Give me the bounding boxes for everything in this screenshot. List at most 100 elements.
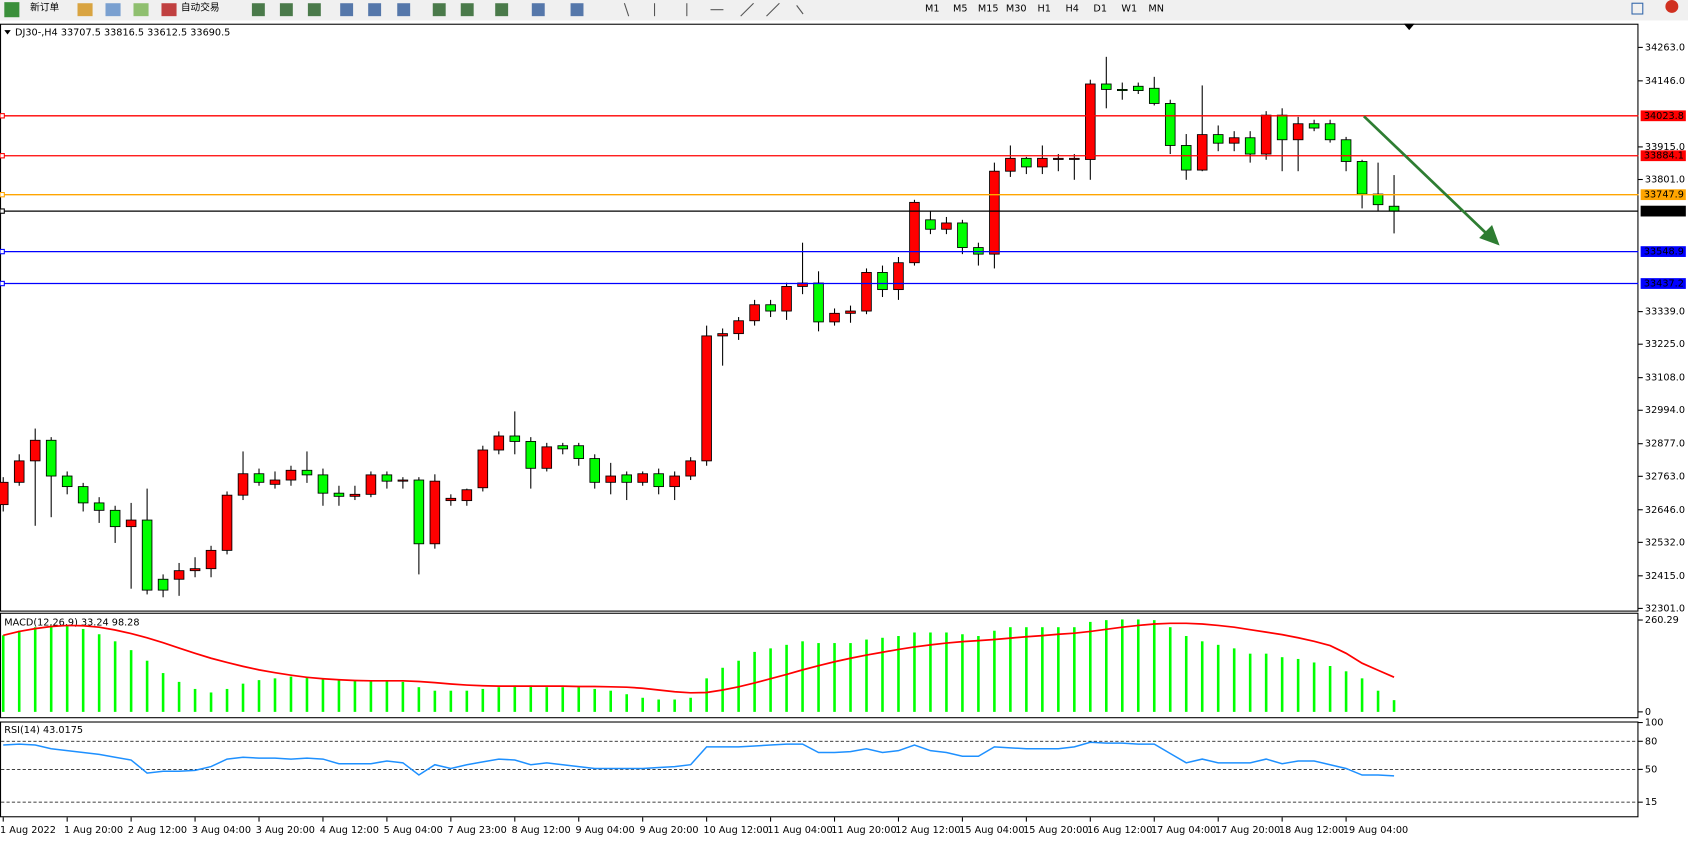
macd-bar (1073, 627, 1076, 712)
macd-bar (193, 688, 197, 712)
rsi-title: RSI(14) (4, 725, 40, 736)
candle-body (445, 497, 457, 502)
candle-body (1292, 123, 1304, 141)
candle-body (749, 304, 760, 322)
candle-body (253, 473, 265, 483)
candle-body (317, 474, 329, 494)
macd-bar (177, 681, 181, 712)
candle-body (333, 492, 345, 497)
toolbar-icon[interactable] (460, 3, 474, 17)
price-line-handle (0, 191, 5, 198)
high: 33816.5 (104, 27, 144, 38)
toolbar-icon[interactable] (307, 3, 321, 17)
candle-body (1053, 157, 1064, 160)
toolbar-icon[interactable] (251, 3, 265, 17)
macd-bar (433, 690, 437, 712)
notification[interactable] (1665, 0, 1679, 13)
auto-trading-icon[interactable] (161, 3, 177, 17)
candle-body (285, 469, 297, 481)
candle-body (781, 286, 792, 312)
channel-tool[interactable] (766, 2, 780, 17)
timeframe-button[interactable]: M5 (953, 4, 968, 15)
toolbar-icon[interactable] (432, 3, 446, 17)
toolbar-icon[interactable] (105, 3, 121, 17)
macd-bar (209, 692, 213, 712)
y-tick-label: 33915.0 (1645, 142, 1685, 153)
y-tick-label: 34146.0 (1645, 76, 1685, 87)
candle-body (1228, 137, 1240, 144)
macd-bar (1360, 678, 1364, 712)
x-tick-label: 3 Aug 04:00 (192, 825, 251, 836)
macd-bar (369, 680, 373, 712)
macd-bar (657, 699, 660, 712)
tile[interactable] (397, 3, 411, 17)
candle-body (1372, 193, 1384, 206)
candle-body (1324, 123, 1336, 141)
candle-body (349, 493, 361, 497)
new-order-button[interactable]: 新订单 (30, 1, 59, 14)
rsi-label: RSI(14) 43.0175 (4, 725, 83, 736)
candle-body (1212, 134, 1224, 144)
templates[interactable] (570, 3, 584, 17)
timeframe-button[interactable]: H1 (1038, 4, 1051, 15)
y-tick-label: 33339.0 (1645, 307, 1685, 318)
new-order-icon[interactable] (4, 2, 20, 18)
symbol-menu[interactable] (4, 30, 11, 35)
macd-bar (817, 643, 820, 712)
macd-bar (1200, 641, 1204, 712)
zoom-out[interactable] (368, 3, 382, 17)
macd-bar (945, 632, 948, 712)
macd-bar (913, 632, 916, 712)
macd-bar (417, 687, 421, 712)
periods[interactable] (531, 3, 545, 17)
shift-marker[interactable] (1403, 23, 1415, 31)
candle-body (557, 445, 569, 450)
price-line-handle (0, 113, 5, 119)
timeframe-button[interactable]: H4 (1065, 4, 1078, 15)
macd-bar (465, 690, 469, 712)
macd-bar (1312, 662, 1316, 712)
indicators[interactable] (495, 3, 509, 17)
candle-body (141, 519, 153, 591)
candle-body (1132, 85, 1144, 92)
timeframe-button[interactable]: M15 (978, 4, 999, 15)
fibo-tool[interactable] (796, 5, 804, 15)
timeframe-button[interactable]: M1 (925, 4, 940, 15)
price-label: 33437.2 (1644, 279, 1684, 290)
y-tick-label: 32532.0 (1645, 537, 1685, 548)
search[interactable] (1631, 2, 1644, 15)
macd-bar (353, 680, 357, 712)
macd-bar (1120, 619, 1124, 712)
x-tick-label: 12 Aug 12:00 (895, 825, 960, 836)
macd-bar (385, 680, 389, 712)
zoom-in[interactable] (340, 3, 354, 17)
toolbar-icon[interactable] (279, 3, 293, 17)
macd-bar (129, 650, 133, 712)
price-line-handle (0, 248, 5, 255)
toolbar-icon[interactable] (77, 3, 93, 17)
close: 33690.5 (190, 27, 230, 38)
timeframe-button[interactable]: M30 (1006, 4, 1027, 15)
timeframe-button[interactable]: D1 (1093, 4, 1107, 15)
macd-bar (993, 630, 996, 712)
x-tick-label: 9 Aug 04:00 (576, 825, 635, 836)
macd-bar (81, 628, 85, 712)
macd-bar (337, 680, 341, 712)
candle-body (653, 473, 664, 488)
macd-bar (833, 643, 836, 712)
candle-body (685, 460, 696, 477)
x-tick-label: 4 Aug 12:00 (320, 825, 379, 836)
x-tick-label: 9 Aug 20:00 (639, 825, 698, 836)
cursor-tool[interactable] (623, 3, 630, 17)
auto-trading-button[interactable]: 自动交易 (181, 1, 220, 14)
toolbar-icon[interactable] (133, 3, 149, 17)
candle-body (1180, 145, 1192, 171)
timeframe-button[interactable]: MN (1148, 4, 1164, 15)
rsi-value: 43.0175 (43, 725, 83, 736)
timeframe-button[interactable]: W1 (1121, 4, 1137, 15)
x-tick-label: 8 Aug 12:00 (512, 825, 571, 836)
candle-body (605, 475, 616, 483)
y-tick-label: 32415.0 (1645, 571, 1685, 582)
trendline-tool[interactable] (740, 2, 754, 17)
macd-bar (1328, 666, 1332, 712)
